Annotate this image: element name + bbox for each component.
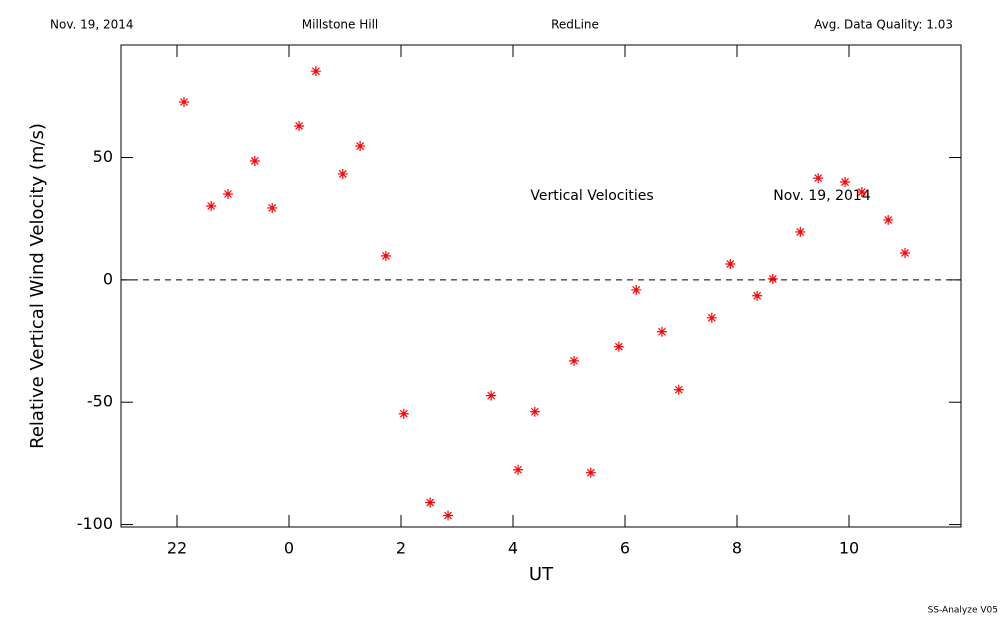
point — [294, 120, 305, 131]
point — [706, 312, 717, 323]
point — [355, 141, 366, 152]
point — [856, 187, 867, 198]
x-tick-label: 2 — [396, 539, 406, 558]
point — [613, 341, 624, 352]
header-quality: Avg. Data Quality: 1.03 — [814, 18, 953, 32]
x-tick-label: 0 — [284, 539, 294, 558]
x-tick-label: 6 — [620, 539, 630, 558]
point — [337, 168, 348, 179]
point — [569, 355, 580, 366]
point — [752, 290, 763, 301]
point — [443, 510, 454, 521]
y-axis-label: Relative Vertical Wind Velocity (m/s) — [27, 123, 48, 449]
x-tick-label: 10 — [839, 539, 859, 558]
point — [249, 155, 260, 166]
y-tick-label: 50 — [93, 147, 113, 166]
point — [656, 326, 667, 337]
point — [883, 214, 894, 225]
x-axis-label: UT — [529, 564, 554, 585]
y-tick-label: -50 — [87, 392, 113, 411]
annotation: Nov. 19, 2014 — [773, 188, 871, 204]
y-tick-label: -100 — [77, 514, 113, 533]
point — [529, 406, 540, 417]
point — [486, 390, 497, 401]
point — [585, 467, 596, 478]
point — [425, 497, 436, 508]
header-date: Nov. 19, 2014 — [50, 18, 134, 32]
point — [900, 247, 910, 258]
point — [267, 202, 278, 213]
annotation: Vertical Velocities — [530, 188, 653, 204]
point — [813, 173, 824, 184]
point — [222, 189, 233, 200]
point — [179, 97, 189, 108]
point — [795, 226, 806, 237]
point — [840, 177, 851, 188]
plot-frame — [120, 44, 962, 528]
x-tick-label: 4 — [508, 539, 518, 558]
x-tick-label: 22 — [167, 539, 187, 558]
y-tick-label: 0 — [103, 269, 113, 288]
point — [673, 384, 684, 395]
point — [513, 464, 524, 475]
point — [310, 66, 321, 77]
point — [725, 258, 736, 269]
footer: SS-Analyze V05 — [928, 606, 998, 616]
x-tick-label: 8 — [732, 539, 742, 558]
header-line: RedLine — [551, 18, 599, 32]
point — [631, 284, 642, 295]
point — [398, 408, 409, 419]
header-site: Millstone Hill — [302, 18, 378, 32]
point — [206, 200, 217, 211]
point — [767, 273, 778, 284]
point — [380, 250, 391, 261]
